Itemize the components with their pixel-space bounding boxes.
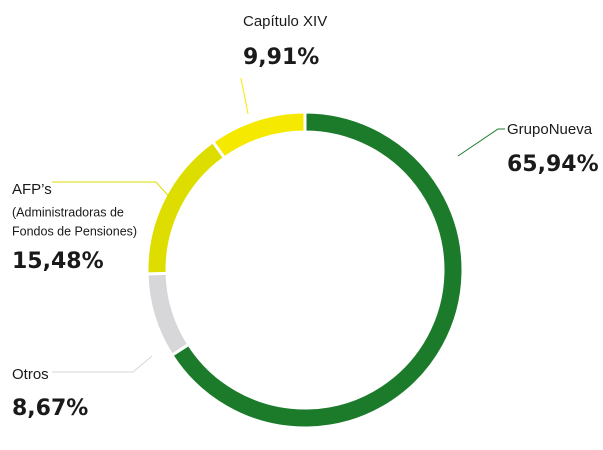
value-label: 9,91% (243, 45, 319, 70)
category-note: Fondos de Pensiones) (12, 224, 137, 238)
value-label: 8,67% (12, 396, 88, 421)
category-label: Capítulo XIV (243, 13, 327, 30)
category-note: (Administradoras de (12, 205, 124, 219)
leader-line (457, 128, 505, 157)
donut-segment (210, 110, 307, 160)
donut-segment (145, 139, 227, 276)
leader-line (52, 181, 173, 201)
value-label: 65,94% (507, 152, 599, 177)
donut-segment (145, 271, 191, 358)
category-label: GrupoNueva (507, 121, 593, 138)
category-label: AFP’s (12, 181, 52, 198)
leader-line (240, 77, 249, 115)
value-label: 15,48% (12, 249, 104, 274)
leader-line (52, 355, 153, 373)
category-label: Otros (12, 366, 49, 383)
